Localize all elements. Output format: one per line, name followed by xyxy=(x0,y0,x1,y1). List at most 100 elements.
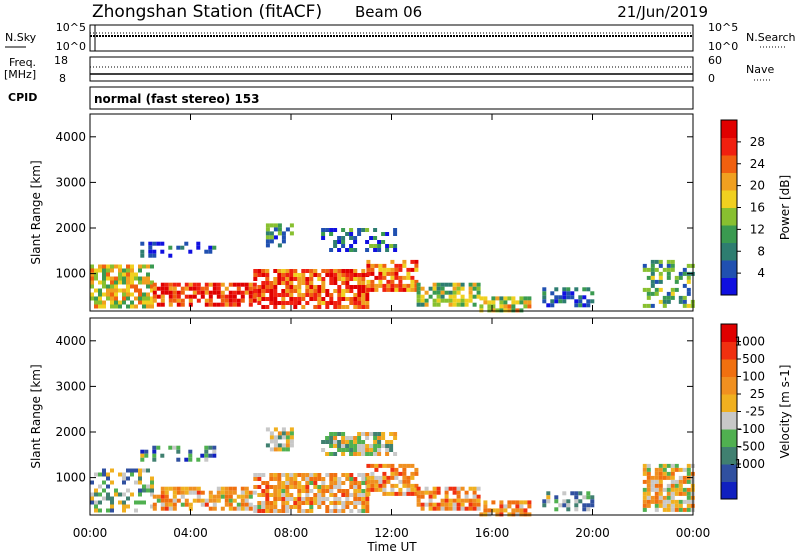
velocity-cell xyxy=(208,494,213,499)
velocity-cell xyxy=(106,476,110,481)
velocity-cell xyxy=(650,487,655,492)
velocity-cell xyxy=(341,473,346,477)
velocity-cell xyxy=(122,500,126,505)
power-cell xyxy=(265,231,270,236)
power-cell xyxy=(126,276,130,281)
velocity-cell xyxy=(398,491,403,496)
velocity-cell xyxy=(293,477,298,481)
power-cell xyxy=(420,286,425,291)
power-cell xyxy=(562,287,567,292)
velocity-cell xyxy=(410,463,415,468)
power-cell xyxy=(390,271,395,276)
velocity-cell xyxy=(321,497,326,501)
power-cell xyxy=(289,293,294,297)
power-cell xyxy=(106,292,110,297)
velocity-cell xyxy=(582,507,587,512)
velocity-cell xyxy=(345,477,350,481)
power-cell xyxy=(650,259,655,264)
velocity-cell xyxy=(341,444,346,448)
power-cell xyxy=(424,302,429,307)
velocity-cell xyxy=(349,509,354,513)
velocity-cell xyxy=(200,502,205,507)
velocity-cell xyxy=(456,498,461,503)
velocity-cell xyxy=(297,505,302,509)
velocity-cell xyxy=(265,489,270,493)
velocity-cell xyxy=(654,487,659,492)
power-cell xyxy=(261,285,266,289)
power-cell xyxy=(126,296,130,301)
power-cell xyxy=(329,277,334,281)
velocity-cell xyxy=(150,492,154,497)
velocity-cell xyxy=(574,503,579,508)
velocity-cell xyxy=(333,493,338,497)
power-cell xyxy=(349,232,354,236)
velocity-cell xyxy=(253,505,258,509)
velocity-cell xyxy=(248,490,253,495)
velocity-cell xyxy=(365,432,370,436)
power-cell xyxy=(134,288,138,293)
power-cell xyxy=(216,290,221,295)
power-cell xyxy=(357,273,362,277)
velocity-cell xyxy=(273,477,278,481)
velocity-cell xyxy=(369,448,374,452)
velocity-cell xyxy=(674,463,679,468)
velocity-cell xyxy=(365,505,370,509)
power-cell xyxy=(562,295,567,300)
power-cell xyxy=(357,228,362,232)
power-cell xyxy=(118,272,122,277)
velocity-cell xyxy=(646,467,651,472)
velocity-cell xyxy=(586,491,591,496)
power-cell xyxy=(281,269,286,273)
velocity-cell xyxy=(353,505,358,509)
power-cell xyxy=(658,279,663,284)
velocity-cell xyxy=(297,473,302,477)
power-cell xyxy=(325,289,330,293)
velocity-cell xyxy=(345,473,350,477)
velocity-cell xyxy=(414,483,419,488)
velocity-cell xyxy=(436,502,441,507)
power-cell xyxy=(511,300,516,305)
velocity-cell xyxy=(180,490,185,495)
power-cell xyxy=(301,293,306,297)
power-cell xyxy=(646,287,651,292)
power-cell xyxy=(164,290,169,295)
x-tick-label: 12:00 xyxy=(374,526,409,540)
power-cell xyxy=(102,272,106,277)
velocity-cell xyxy=(317,473,322,477)
velocity-cell xyxy=(515,512,520,517)
velocity-cell xyxy=(301,489,306,493)
velocity-cell xyxy=(582,495,587,500)
velocity-cell xyxy=(654,475,659,480)
velocity-cell xyxy=(289,435,294,440)
power-cell xyxy=(333,305,338,309)
power-cell xyxy=(487,300,492,305)
velocity-cell xyxy=(333,509,338,513)
power-cell xyxy=(666,275,671,280)
velocity-cell xyxy=(499,504,504,509)
velocity-cell xyxy=(393,436,398,440)
power-cell xyxy=(122,272,126,277)
velocity-cell xyxy=(297,493,302,497)
velocity-cell xyxy=(240,502,245,507)
power-cell xyxy=(228,290,233,295)
velocity-cell xyxy=(216,490,221,495)
velocity-cell xyxy=(261,509,266,513)
power-cell xyxy=(196,298,201,303)
power-cell xyxy=(240,282,245,287)
velocity-cell xyxy=(378,475,383,480)
power-cell xyxy=(357,297,362,301)
power-cell xyxy=(523,300,528,305)
power-cell xyxy=(146,284,150,289)
velocity-cell xyxy=(416,490,421,495)
power-cell xyxy=(361,277,366,281)
power-cell xyxy=(377,248,382,252)
power-cell xyxy=(98,304,102,309)
velocity-cell xyxy=(361,473,366,477)
velocity-cell xyxy=(586,507,591,512)
power-cell xyxy=(460,294,465,299)
power-cell xyxy=(216,294,221,299)
power-cell xyxy=(682,271,687,276)
velocity-cell xyxy=(527,504,532,509)
power-cell xyxy=(244,282,249,287)
power-cell xyxy=(94,272,98,277)
